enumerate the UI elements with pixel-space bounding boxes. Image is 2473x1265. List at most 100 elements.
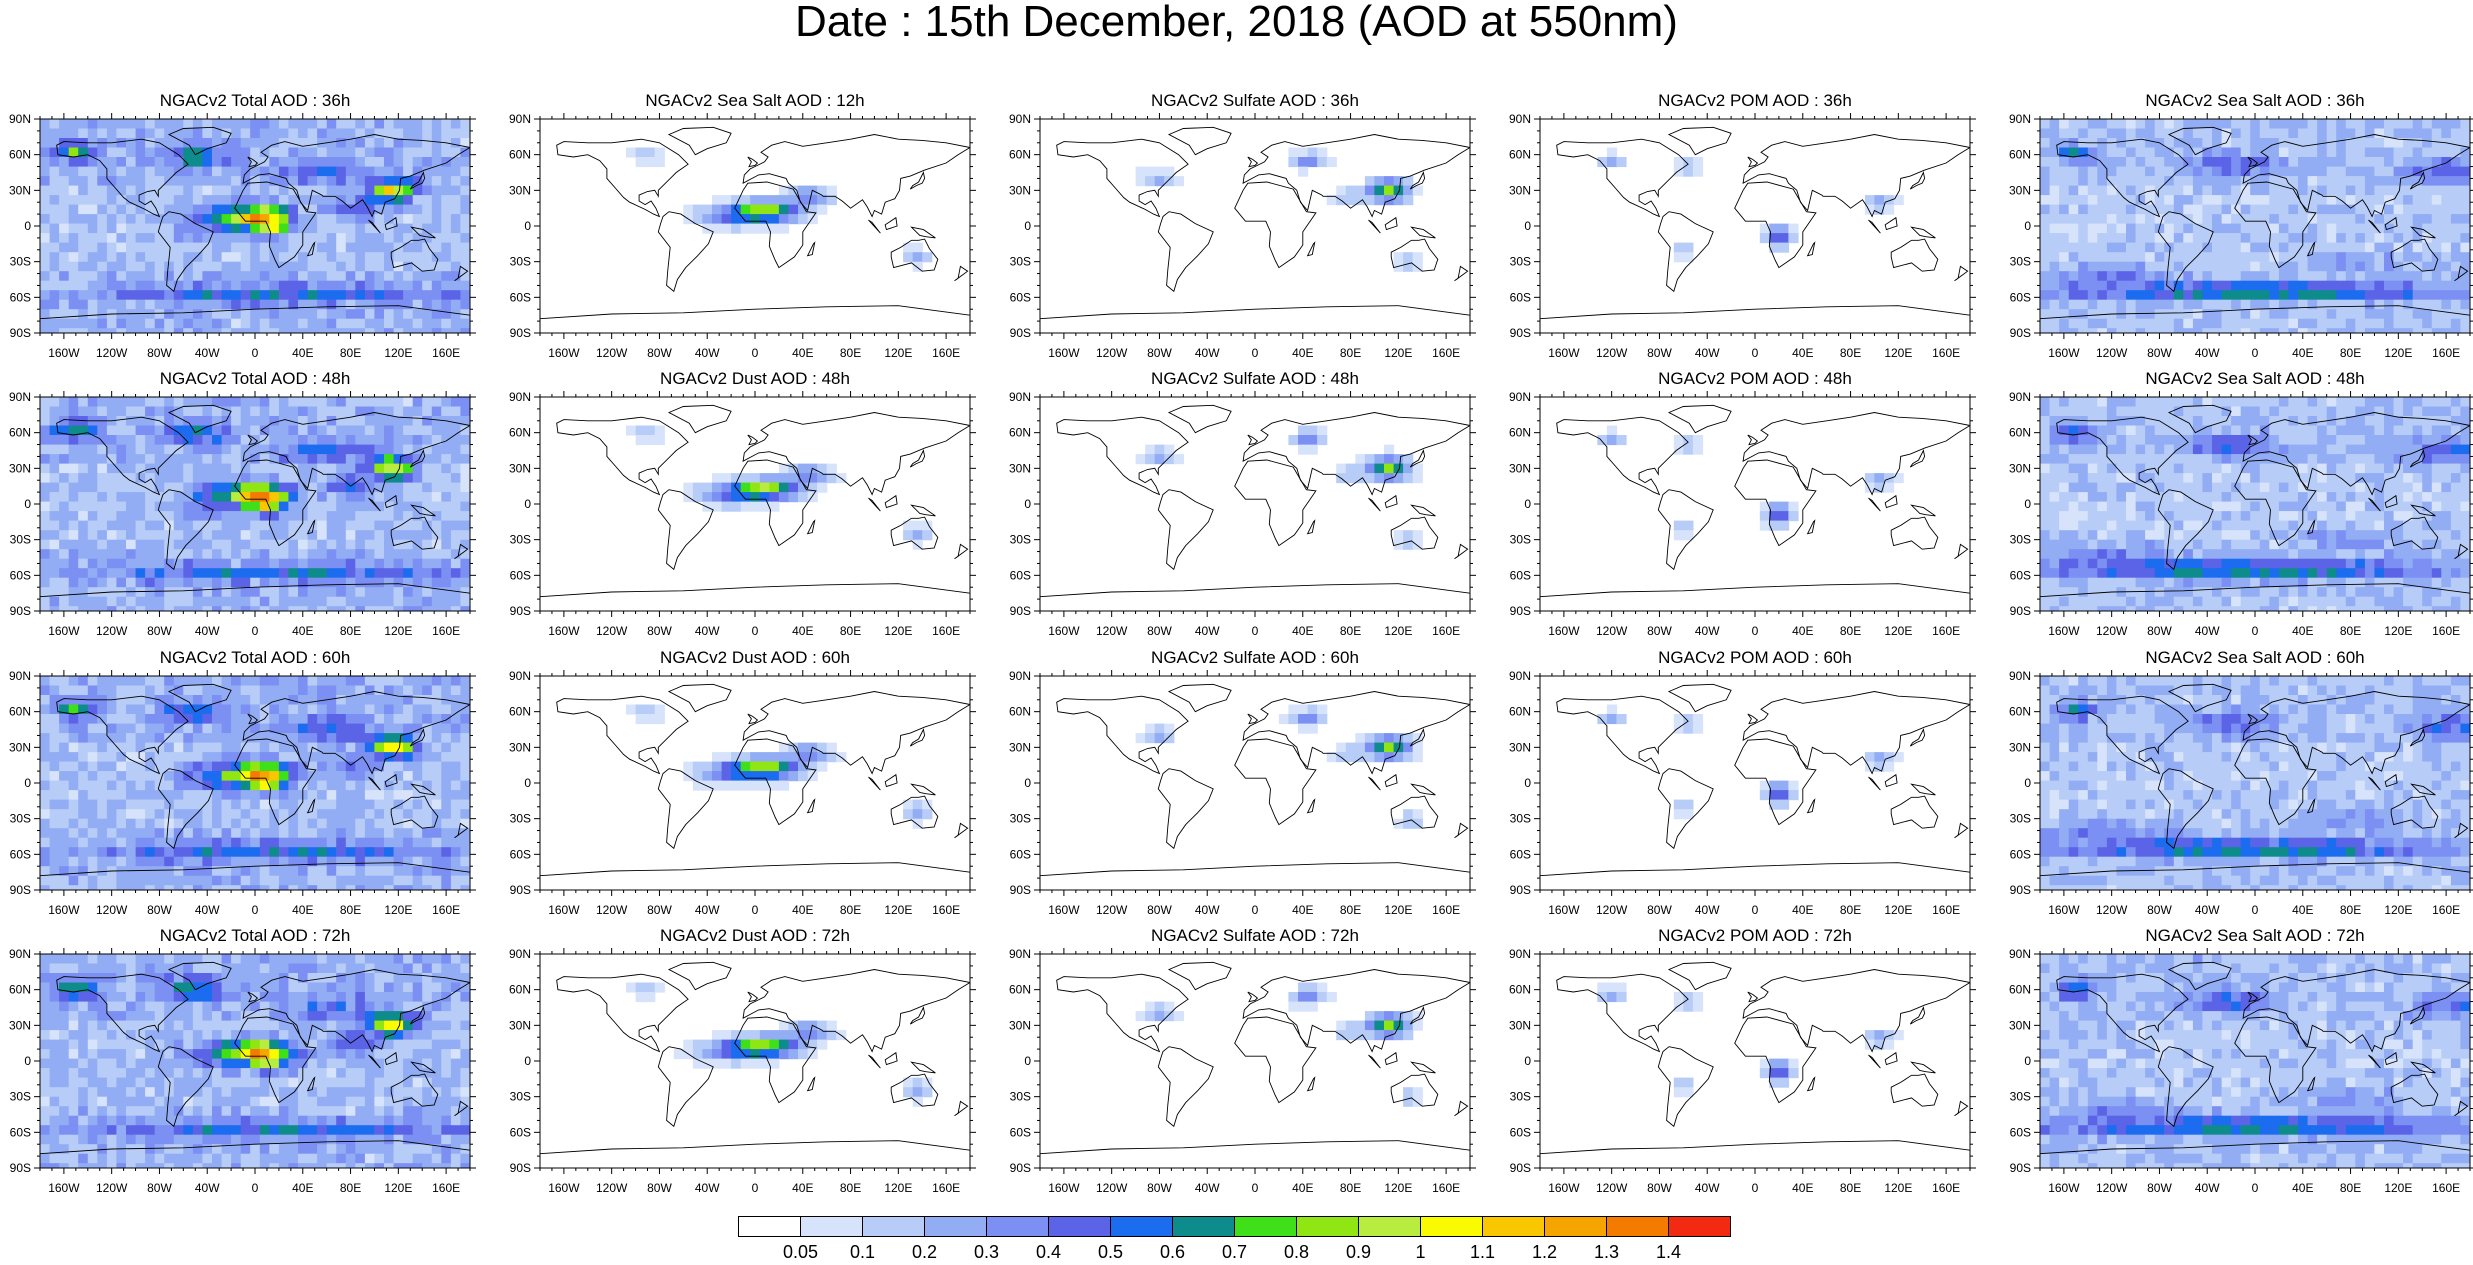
lon-tick-label: 160W [48,624,80,638]
lon-tick-label: 120E [1384,1181,1412,1195]
aod-field [2040,119,2471,338]
colorbar-swatch [1421,1217,1483,1237]
aod-field [1597,705,1904,820]
lon-tick-label: 80W [1647,624,1672,638]
lon-tick-label: 80E [1840,903,1861,917]
coastline [869,777,881,790]
lat-tick-label: 60S [1010,847,1031,861]
coastline [540,584,970,611]
lon-tick-label: 40W [1695,1181,1720,1195]
coastline [748,714,758,724]
lon-tick-label: 40W [195,1181,220,1195]
coastline [1455,1101,1468,1115]
lat-tick-label: 90S [2010,1161,2031,1175]
lat-tick-label: 30S [1510,533,1531,547]
coastline [1369,777,1381,790]
lon-tick-label: 160W [548,624,580,638]
lat-tick-label: 30S [2010,812,2031,826]
coastlines [1040,684,1470,890]
lat-tick-label: 30S [10,255,31,269]
lat-tick-label: 30N [509,183,531,197]
coastline [1385,775,1397,787]
lon-tick-label: 40W [2195,624,2220,638]
lat-tick-label: 60S [2010,847,2031,861]
lat-tick-label: 60N [2009,705,2031,719]
coastlines [1040,962,1470,1168]
lat-tick-label: 60S [10,1125,31,1139]
lon-tick-label: 120W [2096,1181,2128,1195]
lat-tick-label: 90N [509,390,531,404]
lon-tick-label: 120W [1596,346,1628,360]
lat-tick-label: 60N [9,426,31,440]
coastline [1412,227,1436,238]
lat-tick-label: 90S [1010,1161,1031,1175]
lon-tick-label: 120E [1884,1181,1912,1195]
lon-tick-label: 160W [548,903,580,917]
lat-tick-label: 90S [510,883,531,897]
lat-tick-label: 30S [2010,533,2031,547]
lon-tick-label: 0 [252,624,259,638]
lon-tick-label: 0 [1752,1181,1759,1195]
lon-tick-label: 160E [432,1181,460,1195]
colorbar-label: 1.2 [1532,1242,1557,1260]
coastline [1243,692,1470,774]
lon-tick-label: 120E [884,624,912,638]
lat-tick-label: 30S [1010,812,1031,826]
lon-tick-label: 80W [1147,346,1172,360]
lon-tick-label: 120E [884,346,912,360]
colorbar-label: 1.3 [1594,1242,1619,1260]
colorbar-swatch [1235,1217,1297,1237]
lon-tick-label: 40E [292,903,313,917]
coastline [869,498,881,511]
coastline [808,243,815,256]
coastline [1743,970,1970,1052]
lon-tick-label: 40W [1695,624,1720,638]
lat-tick-label: 30S [1510,1090,1531,1104]
lat-tick-label: 90S [510,1161,531,1175]
lon-tick-label: 80W [1147,903,1172,917]
coastline [1869,1055,1881,1068]
lon-tick-label: 160W [1048,1181,1080,1195]
lon-tick-label: 80W [147,903,172,917]
lat-tick-label: 90N [1509,947,1531,961]
lat-tick-label: 90S [1510,604,1531,618]
lat-tick-label: 30S [2010,1090,2031,1104]
lon-tick-label: 40E [2292,903,2313,917]
lat-tick-label: 30N [1509,740,1531,754]
lon-tick-label: 40W [2195,903,2220,917]
lon-tick-label: 80E [1340,346,1361,360]
lat-tick-label: 90N [2009,390,2031,404]
aod-field [2040,954,2471,1173]
map-ticks [1534,948,1976,1174]
aod-field [1136,983,1423,1107]
lat-tick-label: 60N [1009,983,1031,997]
lat-tick-label: 60N [1509,148,1531,162]
lat-tick-label: 30N [509,740,531,754]
coastline [1308,1078,1315,1091]
coastline [557,974,688,1051]
lon-tick-label: 120E [1884,346,1912,360]
lon-tick-label: 80W [147,346,172,360]
lon-tick-label: 80E [1340,624,1361,638]
coastline [1308,521,1315,534]
lat-tick-label: 30S [2010,255,2031,269]
lon-tick-label: 80E [1840,624,1861,638]
lon-tick-label: 80W [647,903,672,917]
lon-tick-label: 40W [1195,1181,1220,1195]
colorbar-swatch [1297,1217,1359,1237]
lat-tick-label: 60N [9,705,31,719]
lon-tick-label: 120E [2384,346,2412,360]
lat-tick-label: 0 [24,219,31,233]
lon-tick-label: 40E [2292,346,2313,360]
lon-tick-label: 120W [1596,903,1628,917]
lat-tick-label: 60S [1010,290,1031,304]
coastline [1235,1017,1316,1103]
lat-tick-label: 60N [2009,426,2031,440]
coastline [1158,212,1213,292]
lon-tick-label: 0 [752,624,759,638]
